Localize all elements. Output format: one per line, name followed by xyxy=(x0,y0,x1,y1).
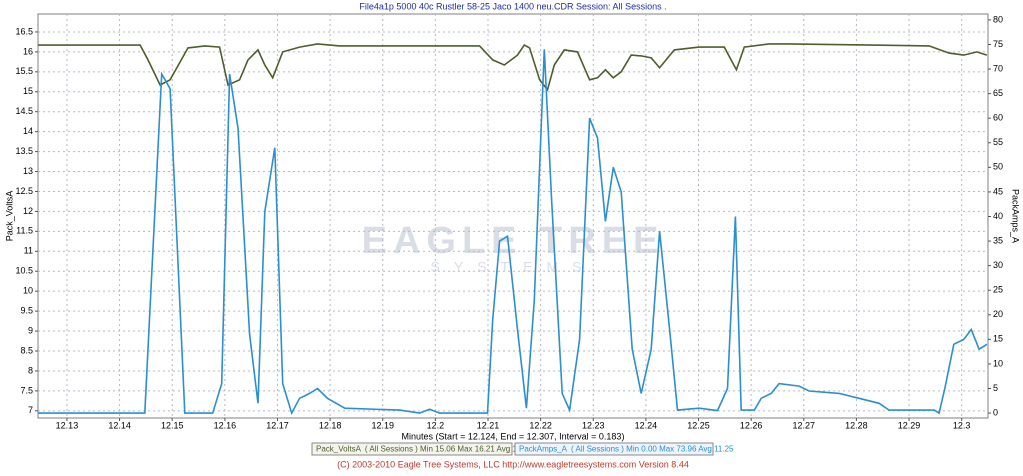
x-tick-label: 12.2 xyxy=(427,420,445,430)
x-tick-label: 12.27 xyxy=(793,420,816,430)
footer: (C) 2003-2010 Eagle Tree Systems, LLC ht… xyxy=(337,459,689,469)
y-tick-label: 13 xyxy=(23,166,33,176)
legend-box xyxy=(311,442,513,456)
y2-tick-label: 0 xyxy=(993,407,998,417)
y-tick-label: 14 xyxy=(23,126,33,136)
y2-tick-label: 75 xyxy=(993,39,1003,49)
legend-name: Pack_VoltsA xyxy=(316,445,362,454)
x-tick-label: 12.23 xyxy=(582,420,605,430)
y-tick-label: 7 xyxy=(28,405,33,415)
data-line xyxy=(38,49,988,416)
y-tick-label: 9.5 xyxy=(20,305,33,315)
legend-detail: ( All Sessions ) Min 15.06 Max 16.21 Avg… xyxy=(365,445,533,454)
y-tick-label: 7.5 xyxy=(20,385,33,395)
y-tick-label: 11.5 xyxy=(16,226,33,236)
x-axis-label: Minutes (Start = 12.124, End = 12.307, I… xyxy=(402,431,625,441)
y-tick-label: 8.5 xyxy=(20,345,33,355)
y2-tick-label: 40 xyxy=(993,211,1003,221)
x-tick-label: 12.14 xyxy=(108,420,131,430)
x-tick-label: 12.16 xyxy=(214,420,237,430)
y-tick-label: 15 xyxy=(23,86,33,96)
y2-tick-label: 35 xyxy=(993,235,1003,245)
x-tick-label: 12.17 xyxy=(266,420,289,430)
x-tick-label: 12.28 xyxy=(845,420,868,430)
y2-tick-label: 10 xyxy=(993,358,1003,368)
x-tick-label: 12.25 xyxy=(687,420,710,430)
y2-tick-label: 80 xyxy=(993,14,1003,24)
y-tick-label: 10.5 xyxy=(15,266,33,276)
y-tick-label: 8 xyxy=(28,365,33,375)
y-tick-label: 14.5 xyxy=(15,106,33,116)
y2-tick-label: 50 xyxy=(993,162,1003,172)
y2-tick-label: 20 xyxy=(993,309,1003,319)
y-tick-label: 16 xyxy=(23,46,33,56)
x-tick-label: 12.3 xyxy=(953,420,971,430)
watermark-text: EAGLE TREE xyxy=(362,220,665,262)
y-tick-label: 15.5 xyxy=(15,66,33,76)
y-tick-label: 9 xyxy=(28,325,33,335)
y-tick-label: 13.5 xyxy=(15,146,33,156)
watermark: EAGLE TREE SYSTEMS xyxy=(362,220,665,275)
x-tick-label: 12.13 xyxy=(56,420,79,430)
x-tick-label: 12.21 xyxy=(477,420,500,430)
y2-tick-label: 45 xyxy=(993,186,1003,196)
y-axis-label: Pack_VoltsA xyxy=(4,191,14,242)
y-tick-label: 16.5 xyxy=(15,26,33,36)
x-tick-label: 12.26 xyxy=(740,420,763,430)
x-tick-label: 12.15 xyxy=(161,420,184,430)
legend-detail: ( All Sessions ) Min 0.00 Max 73.96 Avg … xyxy=(571,445,734,454)
y-tick-label: 12.5 xyxy=(15,186,33,196)
y2-tick-label: 5 xyxy=(993,383,998,393)
x-tick-label: 12.19 xyxy=(371,420,394,430)
x-tick-label: 12.18 xyxy=(319,420,342,430)
legend-entry: PackAmps_A( All Sessions ) Min 0.00 Max … xyxy=(514,442,734,456)
y2-tick-label: 60 xyxy=(993,113,1003,123)
legend-box xyxy=(514,442,714,456)
y2-tick-label: 15 xyxy=(993,334,1003,344)
legend-text: PackAmps_A( All Sessions ) Min 0.00 Max … xyxy=(519,445,734,454)
y2-tick-label: 30 xyxy=(993,260,1003,270)
legend-text: Pack_VoltsA( All Sessions ) Min 15.06 Ma… xyxy=(316,445,533,454)
chart-title: File4a1p 5000 40c Rustler 58-25 Jaco 140… xyxy=(359,1,666,11)
y-tick-label: 10 xyxy=(23,286,33,296)
y2-tick-label: 65 xyxy=(993,88,1003,98)
x-tick-label: 12.22 xyxy=(529,420,552,430)
y2-axis-label: PackAmps_A xyxy=(1011,189,1021,243)
y2-tick-label: 70 xyxy=(993,63,1003,73)
x-tick-label: 12.24 xyxy=(635,420,658,430)
legend-entry: Pack_VoltsA( All Sessions ) Min 15.06 Ma… xyxy=(311,442,533,456)
y-tick-label: 12 xyxy=(23,206,33,216)
plot-area xyxy=(37,13,989,419)
legend-name: PackAmps_A xyxy=(519,445,568,454)
y-tick-label: 11 xyxy=(24,246,33,256)
watermark-text: SYSTEMS xyxy=(431,259,596,275)
y2-tick-label: 25 xyxy=(993,285,1003,295)
y2-tick-label: 55 xyxy=(993,137,1003,147)
x-tick-label: 12.29 xyxy=(898,420,921,430)
